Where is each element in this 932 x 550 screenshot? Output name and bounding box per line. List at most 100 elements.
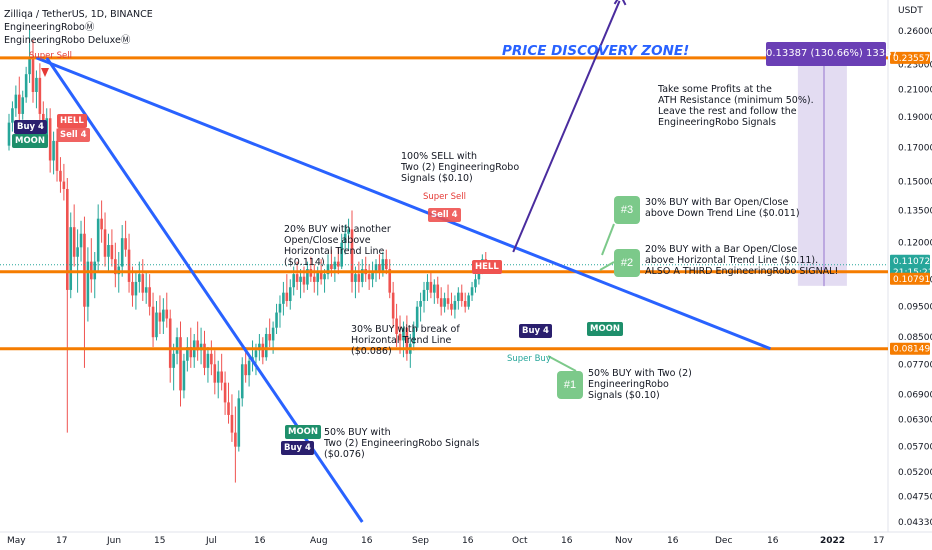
candle-body <box>306 269 309 285</box>
candle-body <box>175 337 179 354</box>
candle-body <box>168 318 172 368</box>
breakout-arrow <box>512 0 621 253</box>
y-tick-label: 0.09500 <box>898 303 932 313</box>
candle-body <box>340 242 344 267</box>
x-tick-label: 15 <box>154 536 165 546</box>
candle-body <box>131 281 134 296</box>
candle-body <box>319 271 323 280</box>
candle-body <box>402 327 405 341</box>
x-tick-label: 16 <box>667 536 679 546</box>
x-tick-label: Oct <box>512 536 528 546</box>
y-tick-label: 0.15000 <box>898 178 932 188</box>
x-tick-label: 17 <box>873 536 884 546</box>
x-tick-label: 16 <box>767 536 779 546</box>
y-tick-label: 0.04330 <box>898 518 932 528</box>
x-tick-label: Dec <box>715 536 732 546</box>
candle-body <box>405 327 409 354</box>
x-tick-label: 16 <box>361 536 373 546</box>
moon-signal-2: MOON <box>587 322 624 336</box>
candle-body <box>107 245 110 257</box>
y-tick-label: 0.17000 <box>898 143 932 153</box>
candle-body <box>172 353 175 368</box>
candle-body <box>17 94 21 114</box>
note-20buy-bar: 20% BUY with a Bar Open/Close above Hori… <box>645 244 839 277</box>
candle-body <box>196 340 199 351</box>
candle-body <box>69 227 73 290</box>
candle-body <box>477 271 481 280</box>
candle-body <box>31 57 35 93</box>
y-tick-label: 0.06300 <box>898 415 932 425</box>
candle-body <box>436 284 440 299</box>
candle-body <box>220 371 223 383</box>
candle-body <box>371 271 374 280</box>
bubble-1: #1 <box>557 371 583 399</box>
x-tick-label: 16 <box>254 536 266 546</box>
price-tag-bg <box>890 342 930 355</box>
candle-body <box>381 259 385 272</box>
indicator-engineeringrobo[interactable]: EngineeringRoboⓂ <box>4 22 95 33</box>
price-tag-bg <box>890 254 930 267</box>
indicator-engineeringrobo-deluxe[interactable]: EngineeringRobo DeluxeⓂ <box>4 35 131 46</box>
hell-signal-1: HELL <box>57 114 87 128</box>
candle-body <box>230 414 234 433</box>
bubble-2: #2 <box>614 249 640 277</box>
candle-body <box>333 261 337 270</box>
candle-body <box>48 118 52 161</box>
candle-body <box>14 94 18 109</box>
price-tag-label: 0.11072 <box>893 257 930 267</box>
bubble-3: #3 <box>614 196 640 224</box>
candle-body <box>86 261 90 307</box>
candle-body <box>323 274 326 280</box>
candle-body <box>155 312 158 338</box>
candle-body <box>148 287 151 307</box>
candle-body <box>55 140 59 171</box>
candle-body <box>114 259 117 275</box>
candle-body <box>189 347 193 358</box>
candle-body <box>237 398 241 447</box>
buy4-signal-1: Buy 4 <box>14 120 47 134</box>
candle-body <box>271 327 275 341</box>
bubble-3-pointer <box>601 223 615 256</box>
currency-unit: USDT <box>898 6 923 16</box>
candle-body <box>426 281 429 290</box>
candle-body <box>203 343 206 368</box>
x-tick-label: 16 <box>561 536 573 546</box>
candle-body <box>326 264 330 275</box>
super-sell-label-1: Super Sell <box>29 51 72 61</box>
moon-signal-3: MOON <box>285 425 322 439</box>
candle-body <box>470 287 474 296</box>
candle-body <box>264 333 268 358</box>
candle-body <box>216 371 220 383</box>
candle-body <box>182 360 186 391</box>
x-tick-label: Aug <box>310 536 328 546</box>
candle-body <box>446 298 450 304</box>
note-50buy-moon: 50% BUY with Two (2) EngineeringRobo Sig… <box>324 427 480 460</box>
y-tick-label: 0.05200 <box>898 468 932 478</box>
candle-body <box>11 108 14 123</box>
candle-body <box>357 274 361 282</box>
y-tick-label: 0.06900 <box>898 390 932 400</box>
candle-body <box>419 301 422 307</box>
buy4-signal-3: Buy 4 <box>281 441 314 455</box>
candle-body <box>72 227 76 257</box>
candle-body <box>343 233 347 243</box>
candle-body <box>59 170 62 182</box>
candle-body <box>144 287 148 293</box>
sell4-signal-2: Sell 4 <box>428 208 461 222</box>
candle-body <box>460 292 464 302</box>
candle-body <box>429 281 433 293</box>
candle-body <box>227 402 230 415</box>
note-30buy-bar: 30% BUY with Bar Open/Close above Down T… <box>645 197 800 219</box>
price-tag-bg <box>890 51 930 64</box>
candle-body <box>35 77 38 93</box>
candle-body <box>96 218 100 262</box>
candle-body <box>247 360 251 376</box>
symbol-title: Zilliqa / TetherUS, 1D, BINANCE <box>4 9 153 20</box>
super-buy-label: Super Buy <box>507 354 551 364</box>
candle-body <box>38 77 42 114</box>
candle-body <box>395 318 398 334</box>
candle-body <box>213 364 217 383</box>
candle-body <box>450 303 453 310</box>
candle-body <box>385 259 388 270</box>
